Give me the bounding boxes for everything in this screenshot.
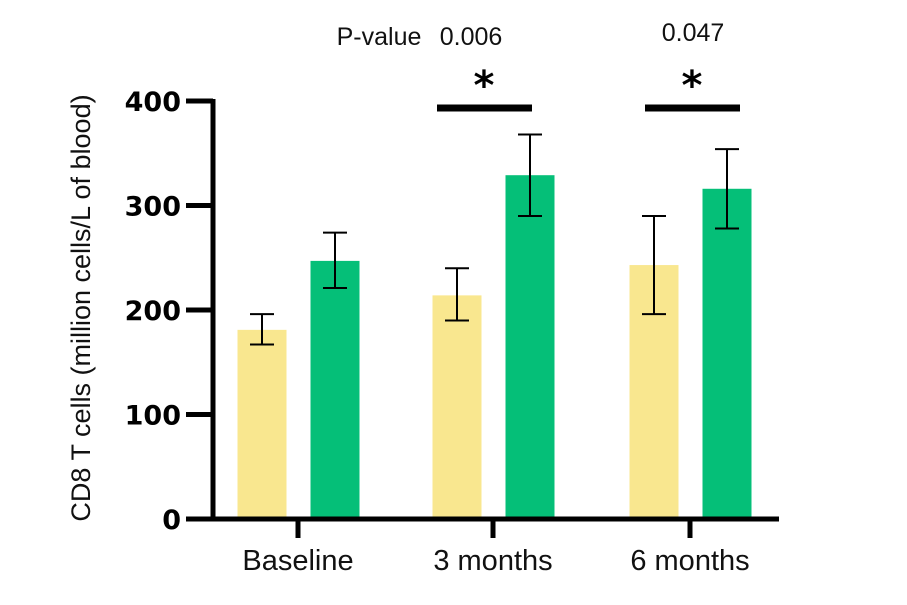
x-tick-label: 6 months [630,545,749,577]
pvalue-3-months: 0.006 [440,23,503,51]
bars-group [237,175,752,519]
significance-star-3-months: * [474,63,495,109]
pvalue-label: P-value [337,23,422,51]
x-ticks-group: Baseline 3 months 6 months [242,519,750,577]
x-tick-label: 3 months [433,545,552,577]
y-tick-label: 200 [125,296,181,327]
bar [505,175,555,519]
bar [702,188,752,519]
bar [310,260,360,519]
y-tick-label: 400 [125,87,181,118]
bar [432,295,482,519]
pvalue-6-months: 0.047 [662,19,725,47]
y-tick-label: 100 [125,401,181,432]
error-bars-group [250,133,739,346]
y-ticks-group: 0 100 200 300 400 [125,87,213,536]
y-tick-label: 0 [162,505,181,536]
y-axis-label: CD8 T cells (million cells/L of blood) [66,94,96,521]
bar [237,329,287,519]
x-tick-label: Baseline [242,545,353,577]
y-tick-label: 300 [125,192,181,223]
significance-star-6-months: * [682,63,703,109]
